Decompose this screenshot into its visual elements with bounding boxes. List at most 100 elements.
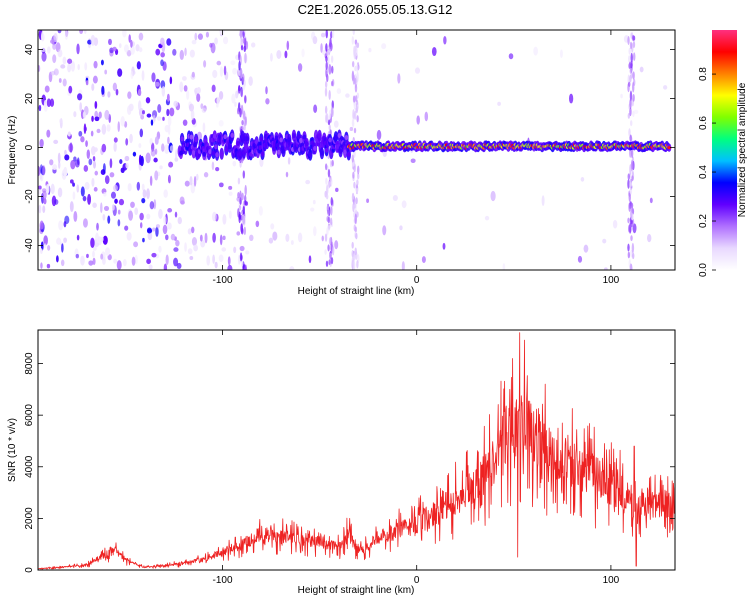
noise-blob bbox=[62, 56, 67, 65]
noise-blob bbox=[133, 241, 139, 248]
noise-blob bbox=[141, 198, 146, 204]
noise-blob bbox=[38, 185, 42, 190]
stripe-blob bbox=[325, 61, 328, 71]
noise-blob bbox=[50, 39, 55, 44]
noise-blob bbox=[182, 76, 187, 81]
stripe-blob bbox=[324, 163, 328, 171]
signal-core bbox=[337, 133, 342, 139]
stripe-blob bbox=[327, 208, 330, 216]
noise-blob bbox=[60, 64, 66, 69]
stripe-blob bbox=[355, 197, 358, 205]
signal-core bbox=[208, 149, 212, 155]
noise-blob bbox=[173, 100, 179, 107]
noise-blob bbox=[159, 165, 163, 170]
noise-blob bbox=[290, 240, 294, 245]
signal-core bbox=[320, 150, 324, 156]
noise-blob bbox=[69, 142, 73, 153]
noise-blob bbox=[270, 223, 275, 230]
noise-blob bbox=[75, 253, 79, 259]
stripe-blob bbox=[327, 216, 331, 224]
noise-blob bbox=[186, 89, 190, 100]
noise-blob bbox=[124, 225, 129, 231]
stripe-blob bbox=[353, 127, 357, 134]
stripe-blob bbox=[238, 84, 241, 94]
noise-blob bbox=[222, 235, 226, 241]
noise-blob bbox=[146, 188, 150, 200]
noise-blob bbox=[211, 161, 215, 171]
noise-blob bbox=[160, 59, 164, 67]
noise-blob bbox=[333, 120, 339, 128]
noise-blob bbox=[184, 47, 187, 57]
noise-blob bbox=[146, 113, 152, 118]
noise-blob bbox=[166, 93, 170, 102]
stripe-blob bbox=[325, 193, 329, 200]
noise-blob bbox=[130, 201, 135, 208]
noise-blob bbox=[85, 140, 88, 147]
noise-blob bbox=[108, 38, 112, 46]
signal-core bbox=[245, 136, 250, 142]
noise-blob bbox=[199, 234, 203, 242]
stripe-blob bbox=[325, 43, 328, 52]
stripe-blob bbox=[632, 81, 635, 93]
noise-blob bbox=[142, 237, 145, 243]
noise-blob bbox=[38, 64, 41, 72]
noise-blob bbox=[109, 172, 115, 178]
noise-blob bbox=[52, 43, 57, 50]
stripe-blob bbox=[355, 46, 358, 57]
y-tick-label: -40 bbox=[24, 238, 35, 253]
stripe-blob bbox=[330, 31, 333, 39]
stripe-blob bbox=[239, 30, 243, 39]
noise-blob bbox=[157, 104, 162, 113]
noise-blob bbox=[228, 185, 233, 190]
noise-blob bbox=[156, 116, 162, 121]
noise-blob bbox=[286, 40, 290, 51]
noise-blob bbox=[416, 115, 420, 125]
noise-blob bbox=[308, 255, 312, 264]
noise-blob bbox=[141, 70, 145, 81]
noise-blob bbox=[265, 98, 270, 105]
noise-blob bbox=[125, 162, 129, 169]
noise-blob bbox=[82, 111, 86, 119]
noise-blob bbox=[92, 75, 98, 84]
noise-blob bbox=[91, 177, 95, 187]
noise-blob bbox=[126, 231, 132, 241]
noise-blob bbox=[382, 225, 387, 236]
stripe-blob bbox=[630, 209, 633, 219]
noise-blob bbox=[62, 78, 67, 87]
stripe-blob bbox=[237, 192, 240, 199]
noise-blob bbox=[647, 233, 652, 243]
stripe-blob bbox=[328, 109, 332, 120]
noise-blob bbox=[80, 186, 85, 197]
stripe-blob bbox=[331, 246, 335, 256]
stripe-blob bbox=[355, 42, 359, 48]
stripe-blob bbox=[628, 202, 631, 212]
noise-blob bbox=[57, 30, 62, 34]
stripe-blob bbox=[628, 47, 631, 55]
noise-blob bbox=[122, 259, 127, 267]
stripe-blob bbox=[325, 177, 328, 185]
noise-blob bbox=[104, 69, 108, 75]
figure-title: C2E1.2026.055.05.13.G12 bbox=[297, 2, 453, 17]
stripe-blob bbox=[352, 95, 356, 103]
noise-blob bbox=[117, 121, 120, 133]
noise-blob bbox=[484, 215, 490, 221]
noise-blob bbox=[152, 114, 156, 124]
noise-blob bbox=[94, 110, 99, 119]
stripe-blob bbox=[242, 37, 246, 44]
noise-blob bbox=[138, 143, 142, 149]
noise-blob bbox=[118, 198, 125, 206]
stripe-blob bbox=[324, 105, 328, 115]
noise-blob bbox=[100, 253, 104, 260]
noise-blob bbox=[349, 126, 354, 132]
stripe-blob bbox=[354, 65, 357, 72]
noise-blob bbox=[164, 144, 170, 155]
stripe-blob bbox=[356, 179, 359, 186]
noise-blob bbox=[191, 39, 197, 45]
noise-blob bbox=[136, 181, 141, 191]
noise-blob bbox=[502, 263, 506, 270]
noise-blob bbox=[189, 49, 195, 58]
noise-blob bbox=[88, 260, 94, 266]
noise-blob bbox=[77, 93, 83, 101]
signal-core bbox=[230, 132, 235, 138]
stripe-blob bbox=[331, 159, 334, 167]
